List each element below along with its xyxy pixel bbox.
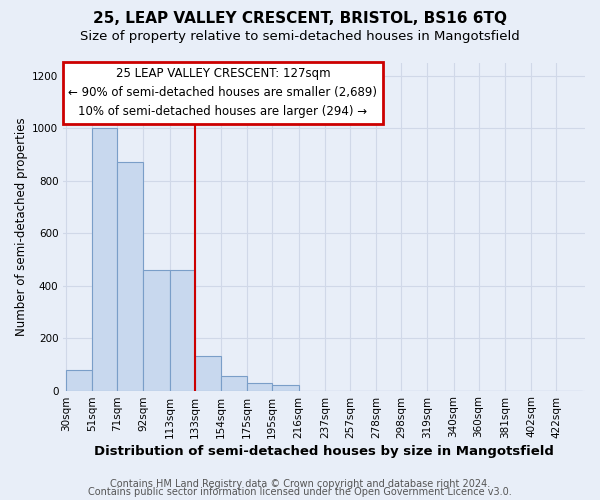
Text: Size of property relative to semi-detached houses in Mangotsfield: Size of property relative to semi-detach… — [80, 30, 520, 43]
Bar — [247, 382, 272, 390]
Bar — [92, 128, 117, 390]
Bar — [221, 376, 247, 390]
Bar — [195, 356, 221, 390]
Bar — [170, 270, 195, 390]
Text: Contains public sector information licensed under the Open Government Licence v3: Contains public sector information licen… — [88, 487, 512, 497]
Bar — [143, 270, 170, 390]
Bar — [272, 386, 299, 390]
X-axis label: Distribution of semi-detached houses by size in Mangotsfield: Distribution of semi-detached houses by … — [94, 444, 554, 458]
Y-axis label: Number of semi-detached properties: Number of semi-detached properties — [15, 117, 28, 336]
Text: 25, LEAP VALLEY CRESCENT, BRISTOL, BS16 6TQ: 25, LEAP VALLEY CRESCENT, BRISTOL, BS16 … — [93, 11, 507, 26]
Text: Contains HM Land Registry data © Crown copyright and database right 2024.: Contains HM Land Registry data © Crown c… — [110, 479, 490, 489]
Bar — [66, 370, 92, 390]
Bar — [117, 162, 143, 390]
Text: 25 LEAP VALLEY CRESCENT: 127sqm
← 90% of semi-detached houses are smaller (2,689: 25 LEAP VALLEY CRESCENT: 127sqm ← 90% of… — [68, 68, 377, 118]
